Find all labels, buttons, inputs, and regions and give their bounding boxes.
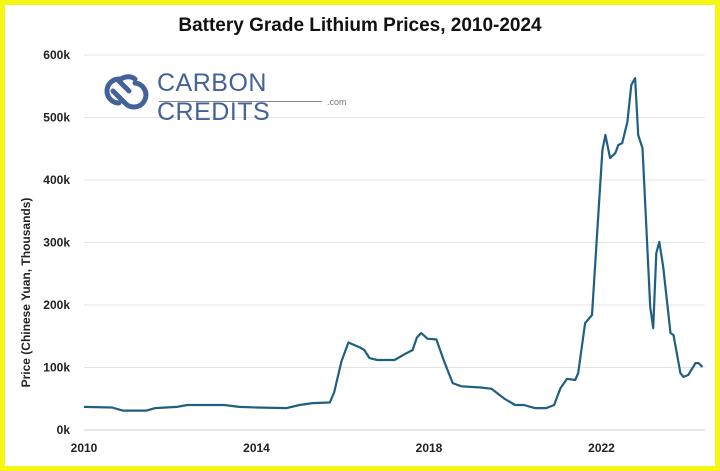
y-tick-label: 400k <box>43 173 70 187</box>
line-chart: 0k 100k 200k 300k 400k 500k 600k 2010 2014 2018 20… <box>19 48 705 455</box>
y-axis-label: Price (Chinese Yuan, Thousands) <box>19 198 33 388</box>
y-tick-label: 300k <box>43 236 70 250</box>
y-tick-label: 500k <box>43 111 70 125</box>
price-line <box>83 77 704 412</box>
logo-suffix: .com <box>327 97 347 107</box>
chart-title: Battery Grade Lithium Prices, 2010-2024 <box>178 15 542 36</box>
y-tick-label: 200k <box>43 298 70 312</box>
y-tick-label: 0k <box>57 423 71 437</box>
x-tick-label: 2010 <box>71 441 98 455</box>
logo-text: CARBON CREDITS <box>157 69 271 126</box>
y-tick-label: 100k <box>43 361 70 375</box>
x-tick-label: 2022 <box>588 441 615 455</box>
carbon-credits-logo: CARBON CREDITS .com <box>97 67 357 126</box>
interlocking-rings-icon <box>104 74 149 110</box>
x-tick-label: 2018 <box>416 441 443 455</box>
logo-rule <box>159 101 322 102</box>
x-tick-label: 2014 <box>243 441 270 455</box>
y-tick-label: 600k <box>43 48 70 62</box>
